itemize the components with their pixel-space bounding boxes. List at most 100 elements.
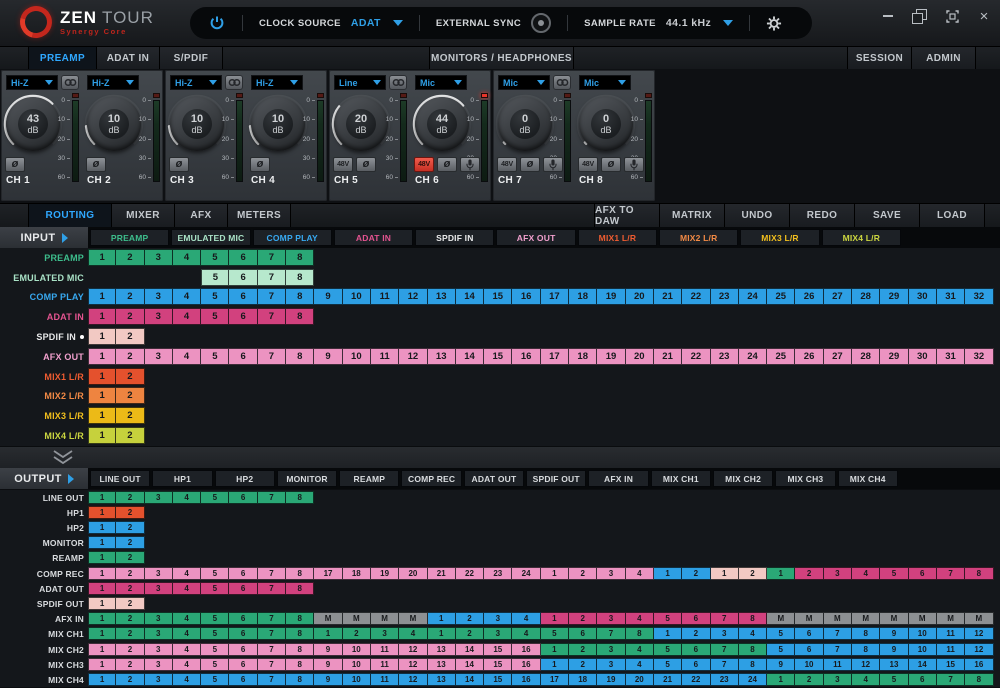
route-cell[interactable]: 11: [371, 673, 399, 686]
matrix-button[interactable]: MATRIX: [660, 204, 724, 227]
route-cell[interactable]: 2: [569, 567, 597, 580]
route-cell[interactable]: 7: [711, 643, 739, 656]
route-cell[interactable]: 15: [484, 348, 512, 365]
route-cell[interactable]: 2: [795, 673, 823, 686]
route-cell[interactable]: 5: [201, 643, 229, 656]
route-cell[interactable]: 3: [145, 348, 173, 365]
route-cell[interactable]: 19: [597, 673, 625, 686]
route-cell[interactable]: 2: [795, 567, 823, 580]
route-cell[interactable]: 4: [739, 627, 767, 640]
phase-invert-button[interactable]: ø: [250, 157, 270, 172]
route-cell[interactable]: 6: [229, 348, 257, 365]
column-button-mix1-l-r[interactable]: MIX1 L/R: [578, 229, 657, 246]
route-cell[interactable]: 1: [428, 612, 456, 625]
column-button-comp-rec[interactable]: COMP REC: [401, 470, 461, 487]
column-button-adat-in[interactable]: ADAT IN: [334, 229, 413, 246]
route-cell[interactable]: 13: [428, 348, 456, 365]
route-cell[interactable]: 16: [512, 673, 540, 686]
route-cell[interactable]: 17: [541, 288, 569, 305]
route-cell[interactable]: 5: [880, 673, 908, 686]
row-label-hp2[interactable]: HP2: [0, 520, 84, 535]
route-cell[interactable]: 6: [229, 582, 257, 595]
route-cell[interactable]: 5: [541, 627, 569, 640]
route-cell[interactable]: 6: [229, 567, 257, 580]
route-cell[interactable]: 6: [569, 627, 597, 640]
route-cell[interactable]: 16: [512, 643, 540, 656]
route-cell[interactable]: 3: [371, 627, 399, 640]
input-type-select[interactable]: Mic: [415, 75, 467, 90]
route-cell[interactable]: 6: [682, 643, 710, 656]
phantom-48v-button[interactable]: 48V: [497, 157, 517, 172]
route-cell[interactable]: 6: [229, 249, 257, 266]
route-cell[interactable]: 2: [116, 567, 144, 580]
route-cell[interactable]: 1: [88, 348, 116, 365]
route-cell[interactable]: 1: [88, 249, 116, 266]
route-cell[interactable]: 6: [682, 612, 710, 625]
route-cell[interactable]: 4: [173, 249, 201, 266]
route-cell[interactable]: 1: [767, 567, 795, 580]
route-cell[interactable]: 14: [456, 643, 484, 656]
row-label-comp-play[interactable]: COMP PLAY: [0, 288, 84, 308]
route-cell[interactable]: M: [371, 612, 399, 625]
route-cell[interactable]: 2: [116, 658, 144, 671]
route-cell[interactable]: 2: [116, 521, 144, 534]
mic-button[interactable]: [624, 157, 644, 172]
route-cell[interactable]: 7: [937, 673, 965, 686]
route-cell[interactable]: 5: [201, 269, 229, 286]
column-button-mix2-l-r[interactable]: MIX2 L/R: [659, 229, 738, 246]
route-cell[interactable]: 12: [399, 658, 427, 671]
route-cell[interactable]: 10: [343, 288, 371, 305]
input-type-select[interactable]: Hi-Z: [251, 75, 303, 90]
sample-rate-dropdown-icon[interactable]: [723, 20, 733, 26]
route-cell[interactable]: 26: [795, 348, 823, 365]
route-cell[interactable]: 23: [711, 348, 739, 365]
row-label-spdif-in[interactable]: SPDIF IN: [0, 327, 84, 347]
phase-invert-button[interactable]: ø: [520, 157, 540, 172]
phase-invert-button[interactable]: ø: [169, 157, 189, 172]
route-cell[interactable]: 8: [286, 288, 314, 305]
route-cell[interactable]: 11: [371, 643, 399, 656]
stereo-link-button[interactable]: [389, 75, 407, 90]
route-cell[interactable]: 3: [597, 567, 625, 580]
tab-monitors-headphones[interactable]: MONITORS / HEADPHONES: [430, 47, 573, 69]
route-cell[interactable]: 5: [201, 288, 229, 305]
route-cell[interactable]: 9: [314, 348, 342, 365]
route-cell[interactable]: 12: [399, 288, 427, 305]
route-cell[interactable]: 8: [286, 348, 314, 365]
route-cell[interactable]: 4: [852, 567, 880, 580]
route-cell[interactable]: 13: [428, 288, 456, 305]
route-cell[interactable]: 4: [512, 627, 540, 640]
column-button-hp1[interactable]: HP1: [152, 470, 212, 487]
route-cell[interactable]: 9: [880, 627, 908, 640]
route-cell[interactable]: 8: [286, 269, 314, 286]
column-button-reamp[interactable]: REAMP: [339, 470, 399, 487]
route-cell[interactable]: M: [767, 612, 795, 625]
route-cell[interactable]: 17: [541, 348, 569, 365]
row-label-line-out[interactable]: LINE OUT: [0, 490, 84, 505]
route-cell[interactable]: 2: [569, 612, 597, 625]
route-cell[interactable]: 21: [654, 288, 682, 305]
route-cell[interactable]: 7: [258, 612, 286, 625]
route-cell[interactable]: 25: [767, 288, 795, 305]
sample-rate-value[interactable]: 44.1 kHz: [666, 17, 711, 29]
route-cell[interactable]: 14: [456, 348, 484, 365]
mic-button[interactable]: [460, 157, 480, 172]
input-type-select[interactable]: Mic: [498, 75, 550, 90]
route-cell[interactable]: 24: [739, 288, 767, 305]
route-cell[interactable]: 21: [654, 673, 682, 686]
route-cell[interactable]: 2: [116, 536, 144, 549]
route-cell[interactable]: 12: [399, 643, 427, 656]
route-cell[interactable]: 4: [626, 612, 654, 625]
input-type-select[interactable]: Line: [334, 75, 386, 90]
row-label-comp-rec[interactable]: COMP REC: [0, 566, 84, 581]
route-cell[interactable]: 3: [145, 249, 173, 266]
route-cell[interactable]: 5: [654, 643, 682, 656]
route-cell[interactable]: 1: [88, 308, 116, 325]
route-cell[interactable]: 6: [909, 673, 937, 686]
route-cell[interactable]: 2: [116, 551, 144, 564]
route-cell[interactable]: 5: [201, 612, 229, 625]
stereo-link-button[interactable]: [61, 75, 79, 90]
tab-preamp[interactable]: PREAMP: [29, 47, 96, 69]
route-cell[interactable]: 10: [909, 627, 937, 640]
route-cell[interactable]: 2: [116, 387, 144, 404]
